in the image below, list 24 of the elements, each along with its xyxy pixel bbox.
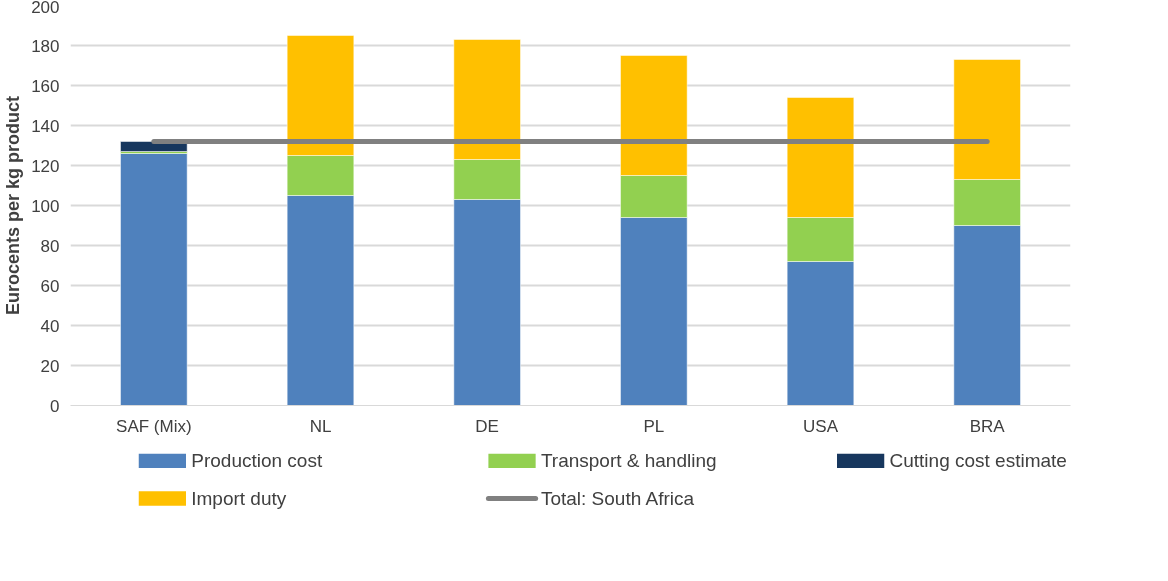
y-tick-label: 200 (31, 0, 60, 17)
x-tick-label: USA (803, 416, 839, 436)
x-tick-label: PL (643, 416, 665, 436)
y-tick-label: 140 (31, 116, 60, 136)
y-tick-label: 120 (31, 156, 60, 176)
x-tick-label: SAF (Mix) (116, 416, 192, 436)
legend-label: Transport & handling (540, 450, 717, 472)
legend-label: Total: South Africa (540, 488, 695, 509)
y-tick-label: 20 (40, 356, 60, 376)
y-tick-label: 100 (31, 196, 60, 216)
y-tick-label: 160 (31, 76, 60, 96)
y-tick-label: 40 (40, 316, 60, 336)
bar (120, 153, 188, 406)
legend-label: Production cost (191, 450, 323, 472)
y-axis-title: Eurocents per kg product (3, 95, 24, 316)
x-tick-label: NL (309, 416, 332, 436)
legend-label: Cutting cost estimate (889, 450, 1067, 472)
x-tick-label: BRA (969, 416, 1006, 436)
x-tick-label: DE (475, 416, 499, 436)
legend-label: Import duty (191, 488, 287, 509)
y-tick-label: 60 (40, 276, 60, 296)
y-tick-label: 180 (31, 36, 60, 56)
y-tick-label: 80 (40, 236, 60, 256)
y-tick-label: 0 (50, 396, 60, 416)
